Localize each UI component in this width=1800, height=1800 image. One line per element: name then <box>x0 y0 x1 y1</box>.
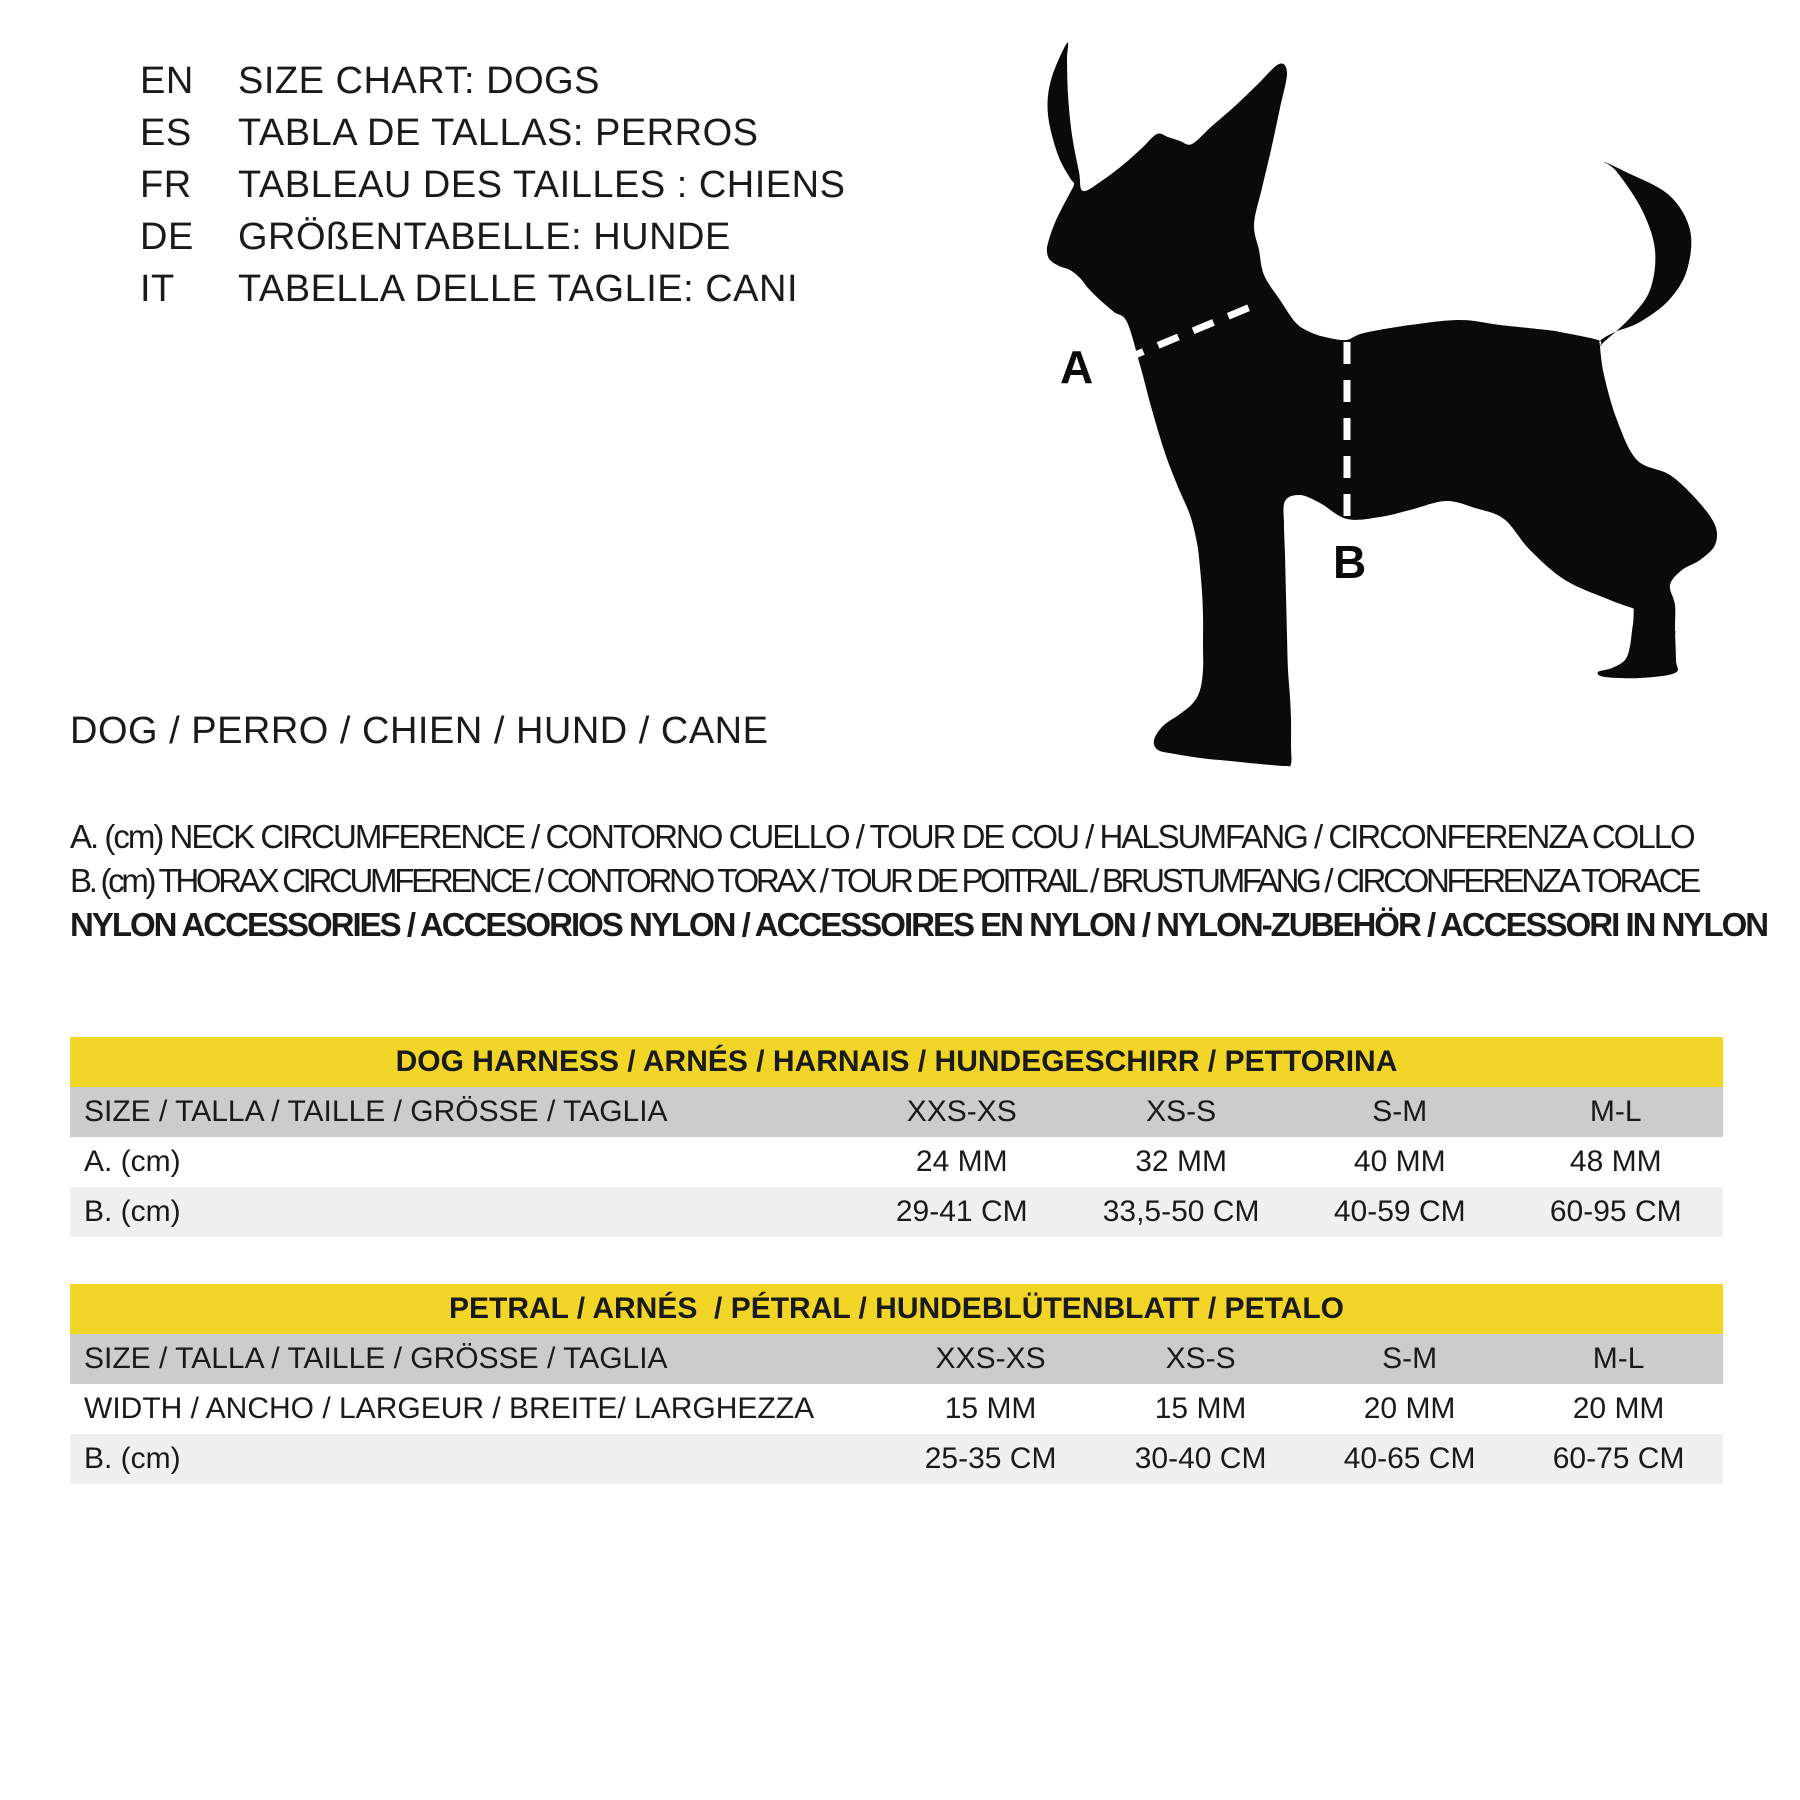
svg-text:B: B <box>1333 536 1366 588</box>
svg-text:A: A <box>1060 341 1093 393</box>
